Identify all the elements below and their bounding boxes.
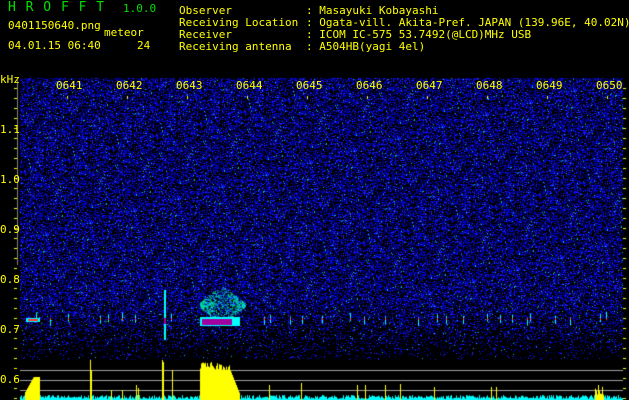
y-axis-unit: kHz [0,73,20,86]
app-logo: H R O F F T [8,0,106,15]
observer-value: : Masayuki Kobayashi [306,4,439,17]
x-tick-label: 0648 [476,79,503,92]
app-version: 1.0.0 [123,2,157,15]
y-tick-label: 0.9 [0,223,20,236]
antenna-label: Receiving antenna [179,40,292,53]
observer-label: Observer [179,4,232,17]
meteor-label: meteor [104,26,144,39]
y-tick-label: 0.7 [0,323,20,336]
location-label: Receiving Location [179,16,299,29]
y-tick-label: 0.6 [0,373,20,386]
y-tick-label: 1.0 [0,173,20,186]
file-datetime: 04.01.15 06:40 [8,39,101,52]
receiver-label: Receiver [179,28,232,41]
x-tick-label: 0645 [296,79,323,92]
file-name: 0401150640.png [8,19,101,32]
x-tick-label: 0649 [536,79,563,92]
x-tick-label: 0644 [236,79,263,92]
location-value: : Ogata-vill. Akita-Pref. JAPAN (139.96E… [306,16,629,29]
x-tick-label: 0647 [416,79,443,92]
y-tick-label: 1.1 [0,123,20,136]
x-tick-label: 0646 [356,79,383,92]
x-tick-label: 0642 [116,79,143,92]
x-tick-label: 0643 [176,79,203,92]
receiver-value: : ICOM IC-575 53.7492(@LCD)MHz USB [306,28,532,41]
meteor-count: 24 [137,39,151,52]
y-tick-label: 0.8 [0,273,20,286]
x-tick-label: 0641 [56,79,83,92]
antenna-value: : A504HB(yagi 4el) [306,40,426,53]
x-tick-label: 0650 [596,79,623,92]
